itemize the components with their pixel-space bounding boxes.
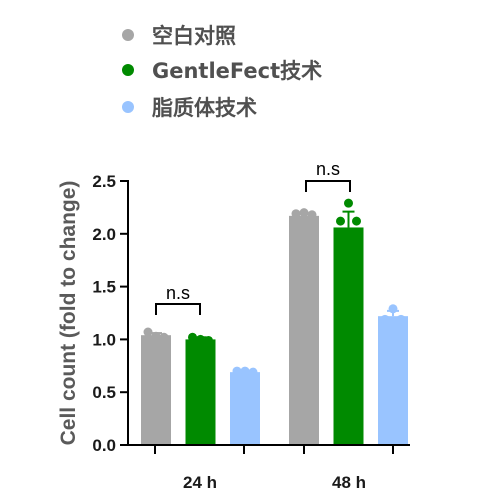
data-point-2-0-2 [248, 367, 258, 377]
significance-bracket-0 [155, 303, 201, 315]
data-point-2-1-2 [396, 314, 406, 324]
significance-label-0: n.s [166, 283, 190, 303]
significance-bracket-1 [305, 180, 351, 192]
data-point-0-1-2 [307, 210, 317, 220]
y-tick-label-3: 1.5 [92, 278, 116, 297]
legend-label-2: 脂质体技术 [152, 96, 257, 120]
data-point-2-0-1 [240, 366, 250, 376]
data-point-1-1-1 [344, 198, 353, 208]
data-point-0-1-1 [299, 208, 309, 218]
x-tick-label-1: 48 h [332, 473, 366, 492]
data-point-2-1-0 [380, 314, 390, 324]
bar-2-0 [230, 372, 260, 445]
data-point-0-1-0 [291, 209, 301, 219]
y-tick-label-5: 2.5 [92, 172, 116, 191]
bar-2-1 [378, 316, 408, 445]
bar-0-1 [289, 215, 319, 445]
legend-marker-0 [122, 29, 134, 41]
legend-label-0: 空白对照 [152, 24, 236, 48]
data-point-2-1-1 [388, 304, 398, 314]
y-tick-label-2: 1.0 [92, 330, 116, 349]
data-point-1-0-1 [196, 334, 205, 344]
y-axis-title: Cell count (fold to change) [57, 181, 80, 446]
data-point-2-0-0 [232, 366, 242, 376]
data-point-0-0-1 [151, 331, 161, 341]
data-point-1-1-0 [336, 216, 345, 226]
data-point-1-0-0 [188, 332, 197, 342]
significance-label-1: n.s [316, 159, 340, 179]
y-tick-label-4: 2.0 [92, 225, 116, 244]
data-point-1-0-2 [204, 335, 213, 345]
legend-marker-1 [122, 64, 134, 76]
y-tick-label-1: 0.5 [92, 383, 116, 402]
x-tick-label-0: 24 h [183, 473, 217, 492]
bar-0-0 [141, 335, 171, 445]
legend-label-1: GentleFect技术 [152, 59, 322, 83]
legend-marker-2 [122, 101, 134, 113]
bar-1-0 [185, 339, 216, 445]
bar-1-1 [333, 227, 364, 445]
data-point-1-1-2 [352, 216, 361, 226]
data-point-0-0-2 [159, 332, 169, 342]
y-tick-label-0: 0.0 [92, 436, 116, 455]
data-point-0-0-0 [143, 327, 153, 337]
